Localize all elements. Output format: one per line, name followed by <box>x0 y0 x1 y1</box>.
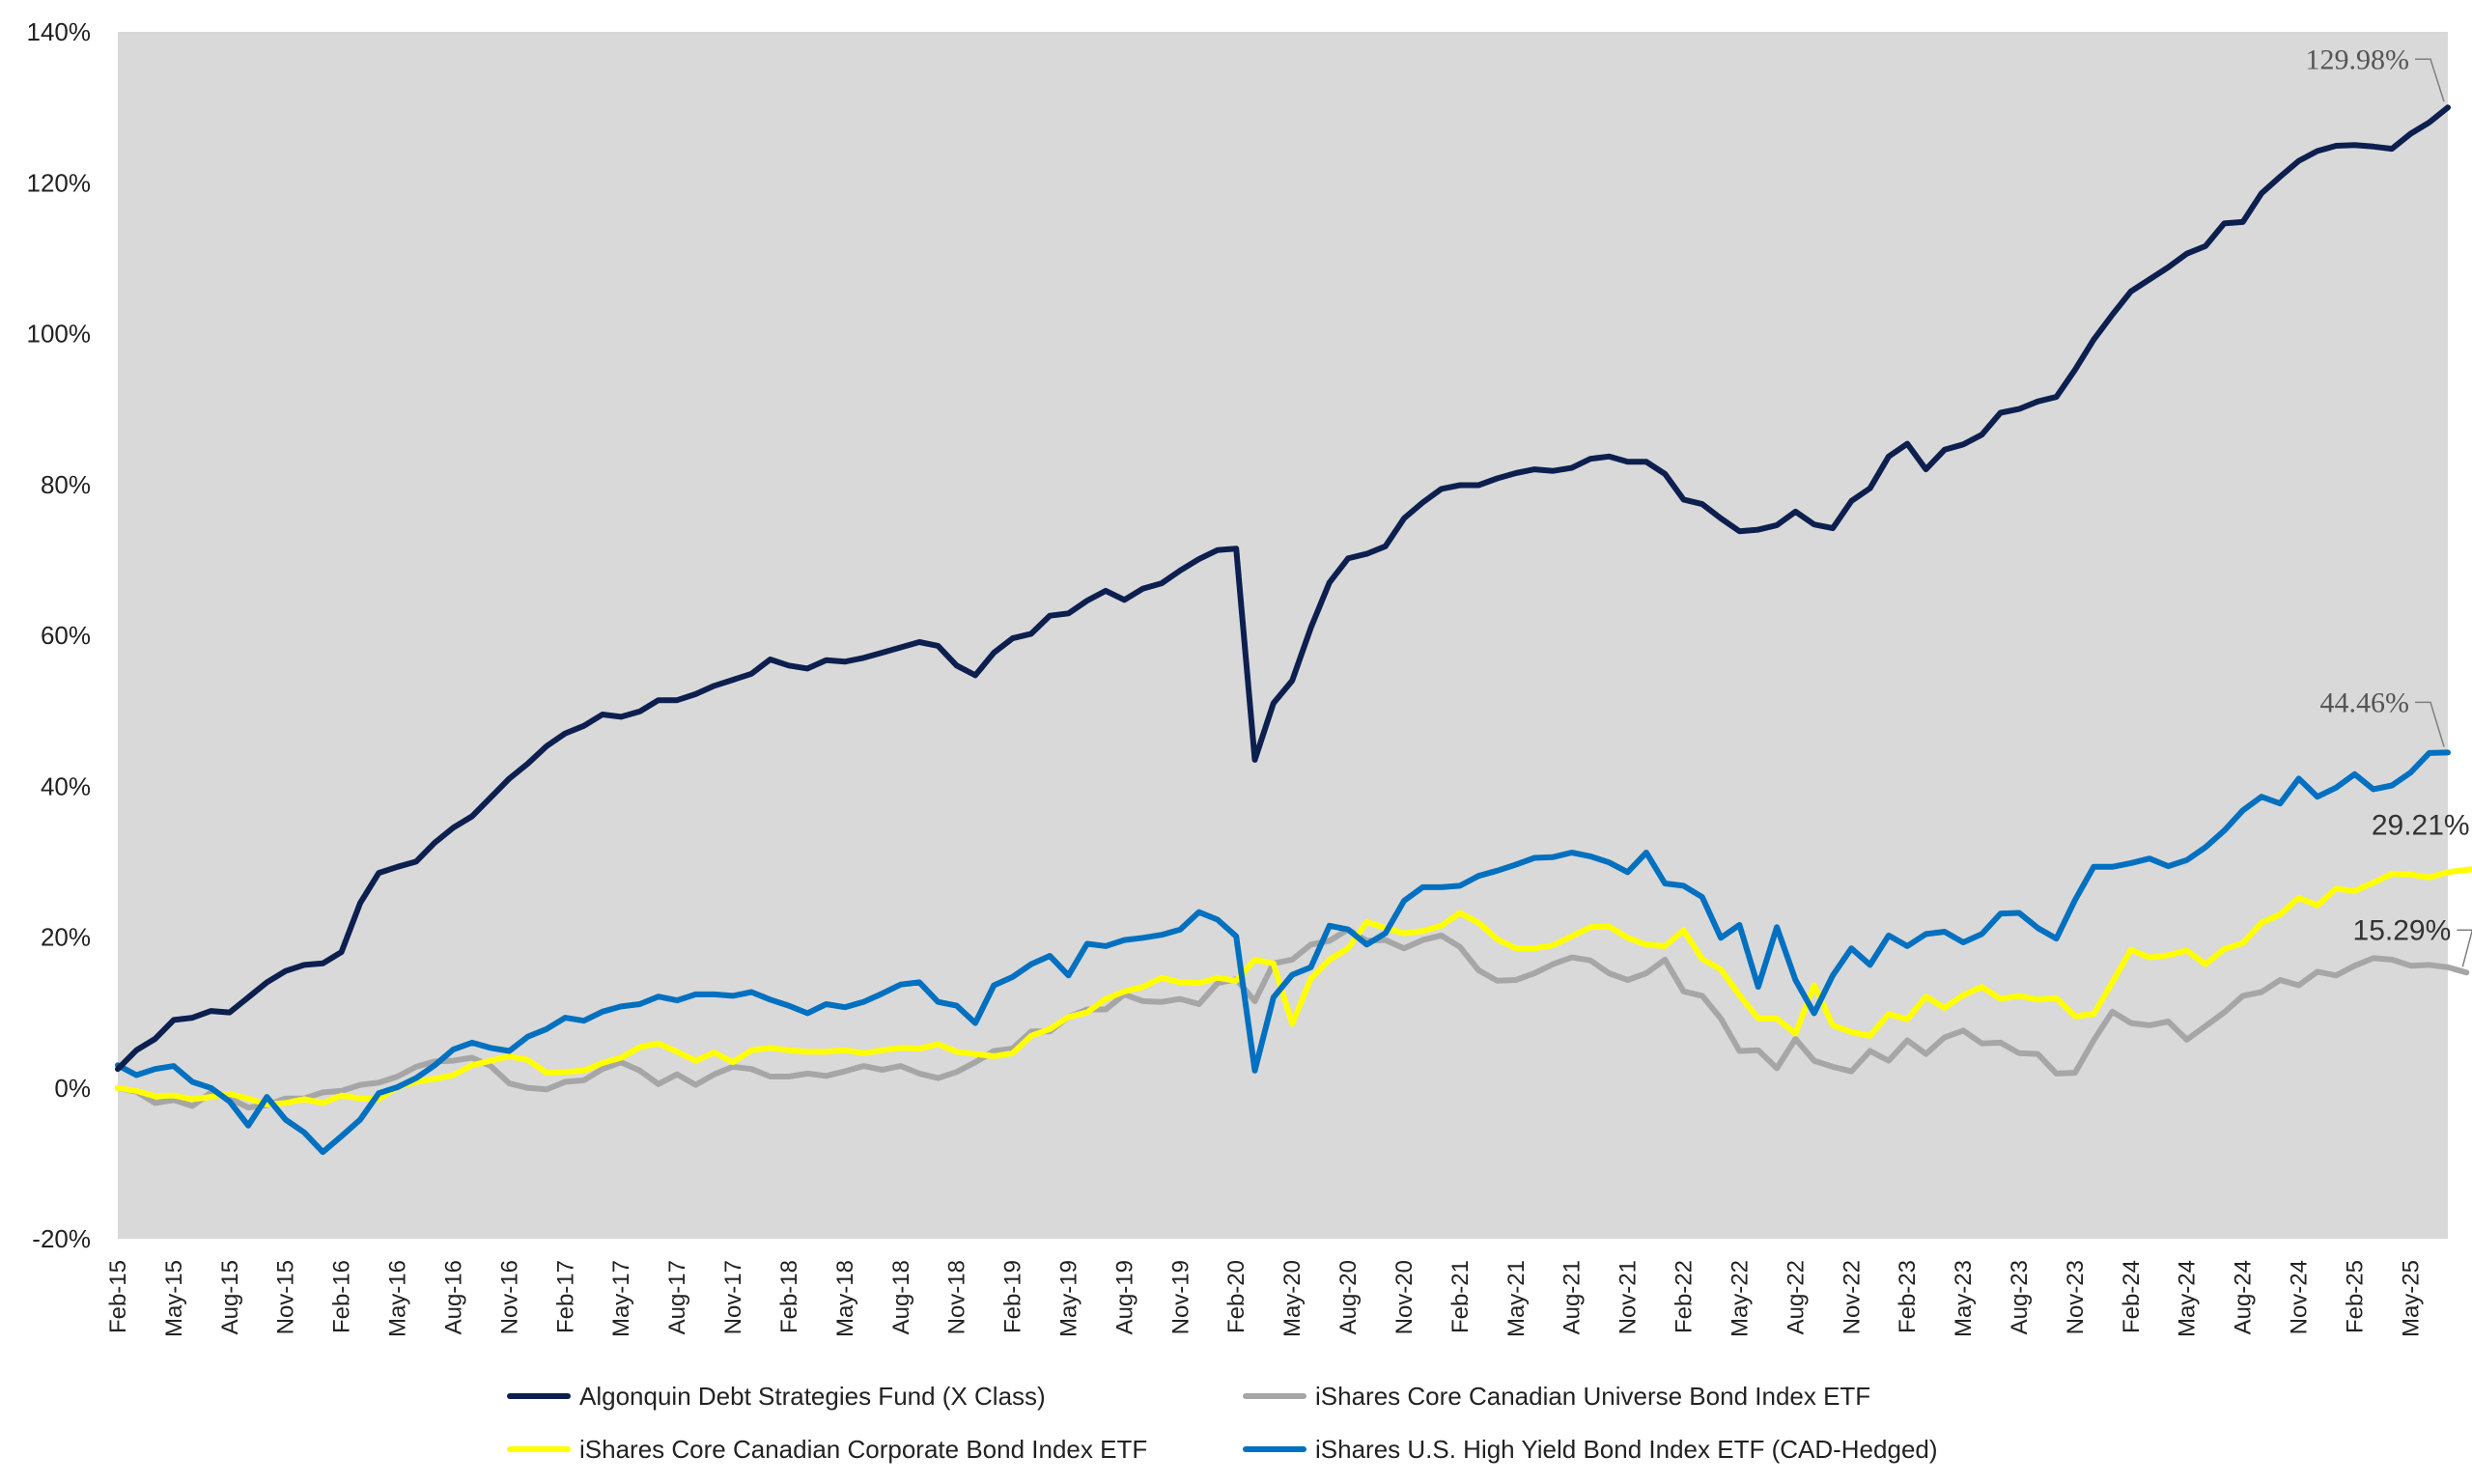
legend-label: iShares U.S. High Yield Bond Index ETF (… <box>1315 1435 1938 1464</box>
x-tick-label: Aug-22 <box>1783 1260 1809 1334</box>
x-tick-label: Feb-17 <box>552 1260 578 1333</box>
y-tick-label: 40% <box>41 771 91 800</box>
y-tick-label: 140% <box>27 17 92 46</box>
x-tick-label: Nov-22 <box>1839 1260 1865 1334</box>
end-value-label: 29.21% <box>2372 810 2470 842</box>
x-axis-ticks: Feb-15 May-15 Aug-15 Nov-15 Feb-16 May-16 Aug-… <box>105 1260 2424 1337</box>
x-tick-label: Feb-19 <box>1000 1260 1026 1333</box>
x-tick-label: Aug-21 <box>1559 1260 1586 1334</box>
annotation-leader <box>2457 929 2472 967</box>
x-tick-label: May-18 <box>832 1260 858 1337</box>
plot-area <box>118 32 2448 1239</box>
y-tick-label: -20% <box>32 1224 91 1253</box>
x-tick-label: Feb-22 <box>1671 1260 1698 1333</box>
y-tick-label: 80% <box>41 470 91 499</box>
end-value-label: 129.98% <box>2306 43 2410 75</box>
legend-item: iShares U.S. High Yield Bond Index ETF (… <box>1243 1435 1938 1464</box>
annotation-leader <box>2415 58 2445 102</box>
x-tick-label: Feb-25 <box>2342 1260 2368 1333</box>
x-tick-label: Feb-24 <box>2119 1260 2145 1333</box>
annotation-leader <box>2415 701 2445 747</box>
x-tick-label: Feb-21 <box>1447 1260 1474 1333</box>
x-tick-label: Feb-20 <box>1223 1260 1250 1333</box>
x-tick-label: May-16 <box>385 1260 411 1337</box>
x-tick-label: Nov-18 <box>944 1260 970 1334</box>
x-tick-label: May-20 <box>1279 1260 1306 1337</box>
x-tick-label: May-19 <box>1056 1260 1082 1337</box>
legend: Algonquin Debt Strategies Fund (X Class)… <box>507 1382 1938 1464</box>
x-tick-label: Aug-24 <box>2231 1260 2257 1334</box>
x-tick-label: Aug-17 <box>664 1260 690 1334</box>
y-axis-ticks: -20% 0% 20% 40% 60% 80% 100% 120% 140% <box>27 17 92 1253</box>
x-tick-label: Feb-23 <box>1895 1260 1921 1333</box>
x-tick-label: Feb-15 <box>105 1260 131 1333</box>
legend-label: iShares Core Canadian Corporate Bond Ind… <box>579 1435 1147 1464</box>
y-tick-label: 0% <box>54 1074 91 1103</box>
x-tick-label: Aug-23 <box>2007 1260 2033 1334</box>
x-tick-label: Feb-18 <box>776 1260 802 1333</box>
x-tick-label: Aug-15 <box>217 1260 243 1334</box>
series-line-0 <box>115 104 2451 1073</box>
x-tick-label: Aug-16 <box>440 1260 466 1334</box>
x-tick-label: Nov-23 <box>2063 1260 2089 1334</box>
x-tick-label: Nov-21 <box>1615 1260 1642 1334</box>
x-tick-label: May-23 <box>1951 1260 1977 1337</box>
series-line-3 <box>115 749 2451 1156</box>
legend-label: iShares Core Canadian Universe Bond Inde… <box>1315 1382 1870 1411</box>
series-line-2 <box>115 866 2472 1107</box>
end-value-label: 15.29% <box>2353 914 2452 946</box>
y-tick-label: 60% <box>41 621 91 650</box>
y-tick-label: 100% <box>27 320 92 349</box>
x-tick-label: Feb-16 <box>329 1260 355 1333</box>
y-tick-label: 20% <box>41 923 91 952</box>
annotations: 129.98% 44.46% 29.21% 15.29% <box>2306 43 2472 967</box>
x-tick-label: Nov-17 <box>720 1260 746 1334</box>
x-tick-label: Nov-24 <box>2287 1260 2313 1334</box>
x-tick-label: May-17 <box>608 1260 634 1337</box>
x-tick-label: May-15 <box>161 1260 187 1337</box>
legend-item: iShares Core Canadian Universe Bond Inde… <box>1243 1382 1870 1411</box>
x-tick-label: May-25 <box>2398 1260 2424 1337</box>
x-tick-label: May-22 <box>1727 1260 1753 1337</box>
legend-item: iShares Core Canadian Corporate Bond Ind… <box>507 1435 1147 1464</box>
x-tick-label: Aug-20 <box>1335 1260 1362 1334</box>
x-tick-label: Nov-19 <box>1167 1260 1194 1334</box>
x-tick-label: May-24 <box>2175 1260 2201 1337</box>
legend-item: Algonquin Debt Strategies Fund (X Class) <box>507 1382 1046 1411</box>
series-lines <box>115 104 2472 1156</box>
end-value-label: 44.46% <box>2320 686 2410 718</box>
series-line-1 <box>115 926 2470 1111</box>
y-tick-label: 120% <box>27 168 92 197</box>
legend-label: Algonquin Debt Strategies Fund (X Class) <box>579 1382 1046 1411</box>
x-tick-label: Aug-18 <box>888 1260 914 1334</box>
x-tick-label: May-21 <box>1503 1260 1530 1337</box>
x-tick-label: Nov-16 <box>496 1260 522 1334</box>
x-tick-label: Nov-15 <box>273 1260 299 1334</box>
x-tick-label: Nov-20 <box>1391 1260 1418 1334</box>
x-tick-label: Aug-19 <box>1111 1260 1138 1334</box>
